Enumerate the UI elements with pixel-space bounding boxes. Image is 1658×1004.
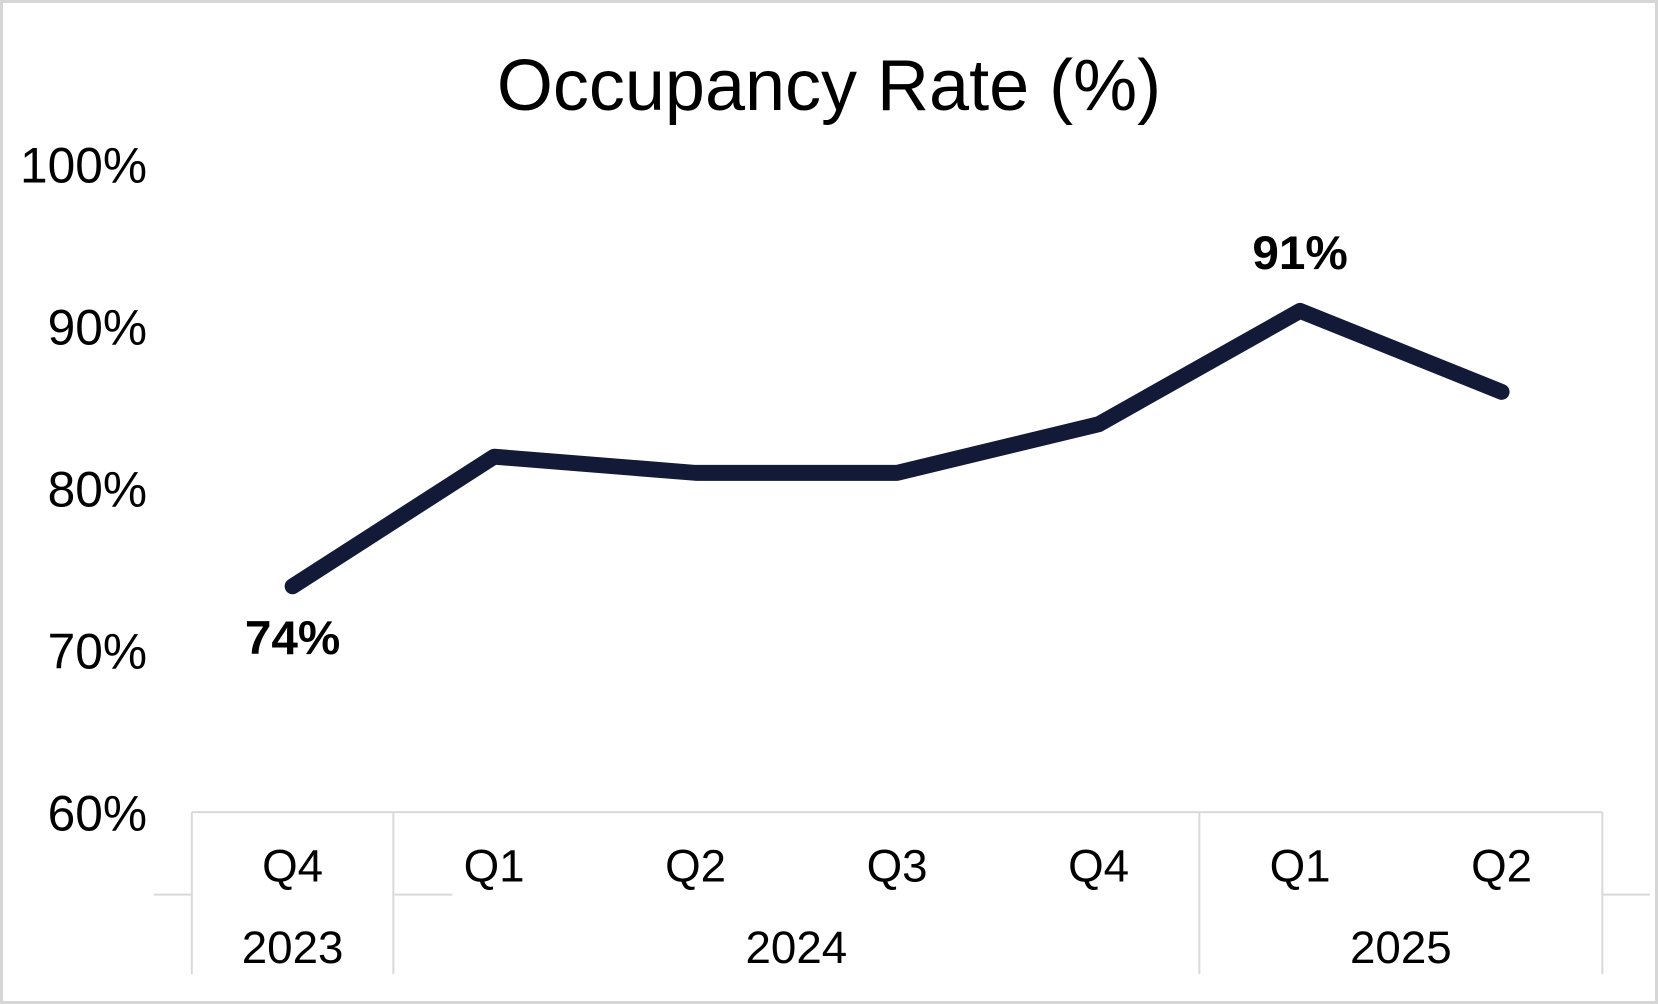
line-chart-svg: 100% 90% 80% 70% 60% Q4 Q1 Q2 Q3 Q4 Q1 Q2 2023 2024 20… (20, 137, 1651, 975)
data-label: 74% (245, 612, 340, 665)
data-label: 91% (1252, 227, 1347, 280)
occupancy-line-series (284, 302, 1510, 595)
y-axis-tick-label: 80% (48, 461, 147, 517)
y-axis-tick-label: 70% (48, 623, 147, 679)
x-axis-quarter-label: Q2 (665, 841, 726, 892)
x-axis-quarter-label: Q1 (1270, 841, 1331, 892)
x-axis-quarter-label: Q4 (262, 841, 323, 892)
y-axis-tick-label: 90% (48, 299, 147, 355)
chart-title: Occupancy Rate (%) (496, 46, 1162, 126)
y-axis-tick-label: 60% (48, 786, 147, 842)
x-axis-year-label: 2025 (1350, 922, 1452, 973)
x-axis-year-label: 2024 (745, 922, 847, 973)
x-axis-quarter-label: Q2 (1471, 841, 1532, 892)
y-axis-tick-label: 100% (20, 137, 147, 193)
x-axis-quarter-label: Q3 (867, 841, 928, 892)
x-axis-quarter-label: Q4 (1068, 841, 1129, 892)
x-axis-quarter-label: Q1 (464, 841, 525, 892)
x-axis-year-label: 2023 (242, 922, 344, 973)
